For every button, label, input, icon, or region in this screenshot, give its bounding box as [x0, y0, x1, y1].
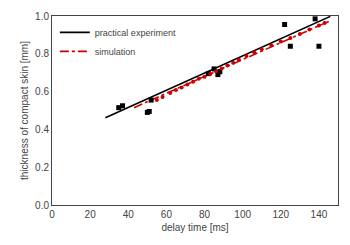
svg-text:140: 140	[311, 209, 328, 220]
svg-text:0.4: 0.4	[35, 124, 49, 135]
svg-text:1.0: 1.0	[35, 11, 49, 22]
svg-text:80: 80	[199, 209, 211, 220]
svg-text:0.2: 0.2	[35, 162, 49, 173]
svg-text:20: 20	[85, 209, 97, 220]
svg-text:0.6: 0.6	[35, 86, 49, 97]
svg-text:practical experiment: practical experiment	[95, 28, 176, 38]
svg-text:40: 40	[123, 209, 135, 220]
svg-text:120: 120	[272, 209, 289, 220]
svg-text:delay time [ms]: delay time [ms]	[161, 222, 228, 233]
svg-text:60: 60	[161, 209, 173, 220]
svg-text:0: 0	[49, 209, 55, 220]
svg-text:0.0: 0.0	[35, 200, 49, 211]
svg-text:100: 100	[234, 209, 251, 220]
svg-text:thickness of compact skin [mm]: thickness of compact skin [mm]	[19, 41, 30, 180]
svg-text:simulation: simulation	[95, 47, 136, 57]
svg-text:0.8: 0.8	[35, 48, 49, 59]
